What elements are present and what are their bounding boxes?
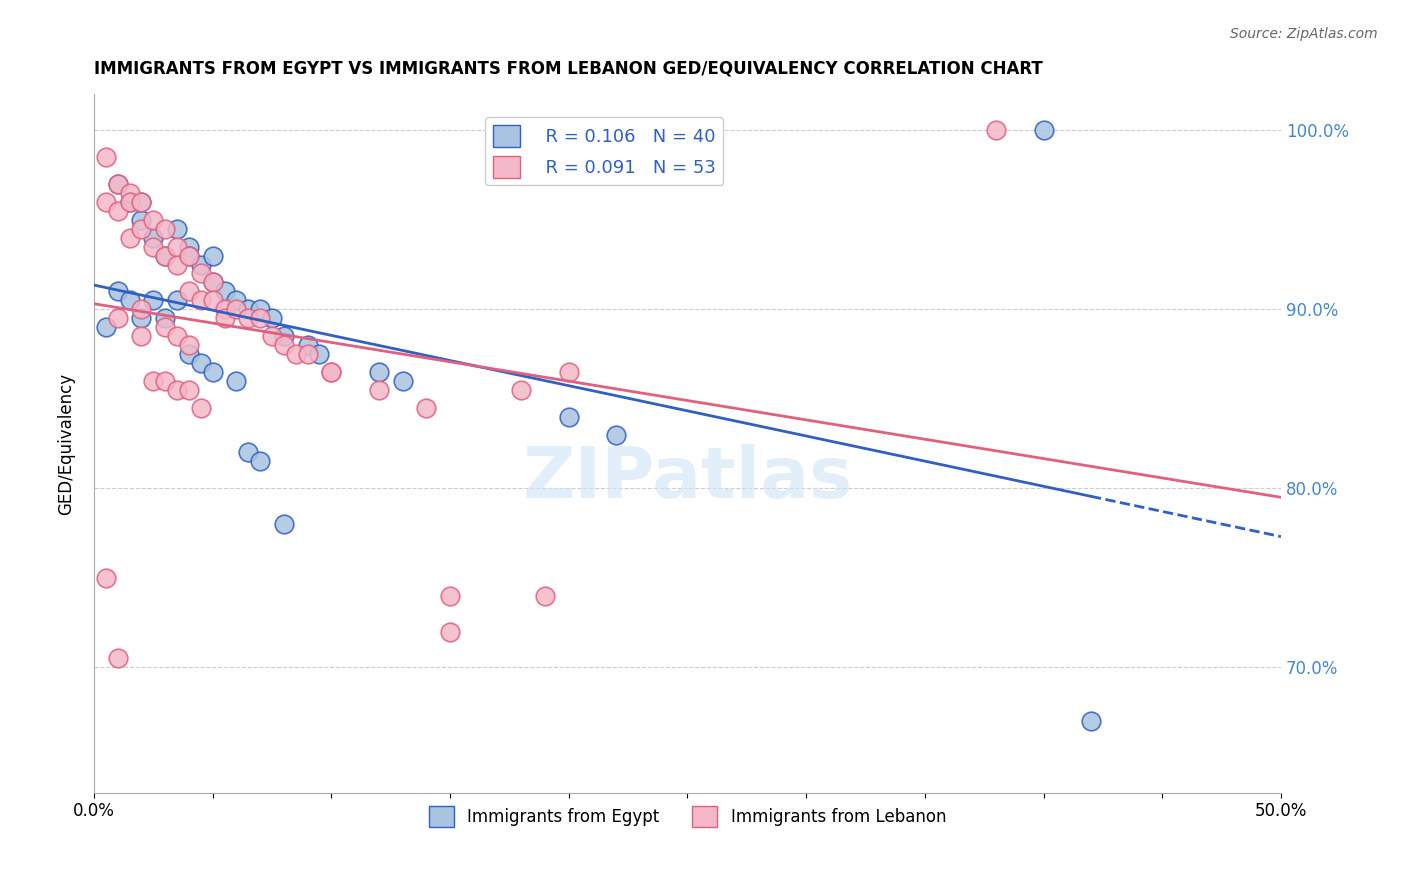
Point bbox=[273, 338, 295, 352]
Point bbox=[238, 311, 260, 326]
Point bbox=[260, 329, 283, 343]
Point bbox=[177, 383, 200, 397]
Point bbox=[153, 374, 176, 388]
Point bbox=[415, 401, 437, 415]
Point bbox=[107, 177, 129, 191]
Point bbox=[131, 329, 153, 343]
Point bbox=[214, 302, 236, 317]
Point bbox=[284, 347, 307, 361]
Point bbox=[142, 293, 165, 308]
Point bbox=[107, 203, 129, 218]
Point bbox=[131, 194, 153, 209]
Point bbox=[131, 221, 153, 235]
Point bbox=[131, 194, 153, 209]
Point bbox=[439, 589, 461, 603]
Point bbox=[94, 194, 117, 209]
Text: ZIPatlas: ZIPatlas bbox=[523, 444, 852, 513]
Point bbox=[166, 258, 188, 272]
Point bbox=[153, 320, 176, 334]
Point bbox=[177, 338, 200, 352]
Point bbox=[225, 374, 247, 388]
Point bbox=[190, 258, 212, 272]
Point bbox=[118, 194, 141, 209]
Point bbox=[249, 454, 271, 468]
Point bbox=[190, 401, 212, 415]
Point bbox=[166, 329, 188, 343]
Point bbox=[249, 302, 271, 317]
Point bbox=[367, 383, 389, 397]
Point bbox=[177, 347, 200, 361]
Point bbox=[391, 374, 413, 388]
Point bbox=[118, 293, 141, 308]
Point bbox=[273, 329, 295, 343]
Point bbox=[107, 285, 129, 299]
Point bbox=[201, 365, 224, 379]
Point bbox=[1080, 714, 1102, 728]
Point bbox=[534, 589, 557, 603]
Point bbox=[153, 311, 176, 326]
Point bbox=[214, 285, 236, 299]
Point bbox=[201, 276, 224, 290]
Point bbox=[153, 249, 176, 263]
Point bbox=[225, 293, 247, 308]
Point bbox=[94, 150, 117, 164]
Point bbox=[201, 249, 224, 263]
Point bbox=[190, 267, 212, 281]
Point bbox=[118, 194, 141, 209]
Point bbox=[107, 651, 129, 665]
Point bbox=[558, 365, 581, 379]
Point bbox=[131, 311, 153, 326]
Point bbox=[321, 365, 343, 379]
Point bbox=[131, 212, 153, 227]
Point bbox=[321, 365, 343, 379]
Point bbox=[367, 365, 389, 379]
Point bbox=[177, 249, 200, 263]
Point bbox=[605, 427, 627, 442]
Point bbox=[177, 285, 200, 299]
Point bbox=[166, 239, 188, 253]
Point bbox=[153, 249, 176, 263]
Point bbox=[166, 383, 188, 397]
Point bbox=[225, 302, 247, 317]
Point bbox=[142, 239, 165, 253]
Point bbox=[510, 383, 533, 397]
Point bbox=[166, 293, 188, 308]
Point bbox=[297, 338, 319, 352]
Point bbox=[249, 311, 271, 326]
Point bbox=[107, 311, 129, 326]
Point bbox=[118, 230, 141, 244]
Point bbox=[190, 293, 212, 308]
Y-axis label: GED/Equivalency: GED/Equivalency bbox=[58, 373, 75, 515]
Point bbox=[177, 249, 200, 263]
Point bbox=[238, 445, 260, 459]
Point bbox=[308, 347, 330, 361]
Text: Source: ZipAtlas.com: Source: ZipAtlas.com bbox=[1230, 27, 1378, 41]
Point bbox=[1032, 123, 1054, 137]
Text: IMMIGRANTS FROM EGYPT VS IMMIGRANTS FROM LEBANON GED/EQUIVALENCY CORRELATION CHA: IMMIGRANTS FROM EGYPT VS IMMIGRANTS FROM… bbox=[94, 60, 1043, 78]
Point bbox=[190, 356, 212, 370]
Point bbox=[153, 221, 176, 235]
Point bbox=[94, 571, 117, 585]
Point bbox=[984, 123, 1007, 137]
Point bbox=[107, 177, 129, 191]
Point bbox=[201, 276, 224, 290]
Point bbox=[142, 212, 165, 227]
Point bbox=[439, 624, 461, 639]
Legend: Immigrants from Egypt, Immigrants from Lebanon: Immigrants from Egypt, Immigrants from L… bbox=[422, 799, 953, 833]
Point bbox=[214, 311, 236, 326]
Point bbox=[177, 239, 200, 253]
Point bbox=[558, 409, 581, 424]
Point bbox=[131, 302, 153, 317]
Point bbox=[201, 293, 224, 308]
Point bbox=[166, 221, 188, 235]
Point bbox=[142, 230, 165, 244]
Point bbox=[118, 186, 141, 200]
Point bbox=[273, 517, 295, 532]
Point bbox=[142, 374, 165, 388]
Point bbox=[297, 347, 319, 361]
Point bbox=[260, 311, 283, 326]
Point bbox=[94, 320, 117, 334]
Point bbox=[238, 302, 260, 317]
